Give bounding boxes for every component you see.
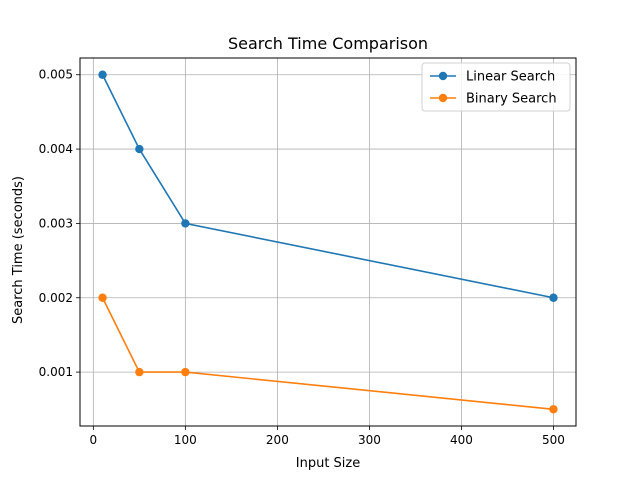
data-point — [549, 293, 558, 302]
data-point — [181, 219, 190, 228]
y-tick-label: 0.005 — [39, 68, 73, 82]
data-point — [181, 367, 190, 377]
x-tick-label: 0 — [90, 433, 98, 447]
y-tick-label: 0.001 — [39, 365, 73, 379]
x-tick-label: 200 — [266, 433, 289, 447]
y-tick-label: 0.004 — [39, 142, 73, 156]
chart-title: Search Time Comparison — [228, 34, 428, 53]
data-point — [135, 144, 144, 154]
data-point — [135, 367, 144, 377]
y-tick-label: 0.002 — [39, 291, 73, 305]
data-point — [98, 70, 107, 79]
legend-marker — [438, 71, 448, 81]
legend-box — [421, 62, 571, 112]
x-tick-label: 100 — [174, 433, 197, 447]
series-layer — [98, 70, 558, 414]
plot-frame — [79, 57, 577, 427]
series-line-1 — [101, 297, 554, 411]
x-tick-label: 500 — [542, 433, 565, 447]
legend-label: Binary Search — [466, 92, 557, 107]
data-point — [549, 405, 558, 414]
x-tick-label: 300 — [358, 433, 381, 447]
legend-label: Linear Search — [466, 70, 555, 85]
series-line-0 — [101, 74, 554, 299]
y-tick-label: 0.003 — [39, 216, 73, 230]
y-axis: 0.001 0.002 0.003 0.004 0.005 — [39, 68, 80, 379]
x-axis-label: Input Size — [296, 456, 360, 471]
data-point — [98, 293, 107, 302]
x-axis: 0 100 200 300 400 500 — [90, 426, 565, 447]
legend: Linear Search Binary Search — [421, 62, 571, 112]
y-axis-label: Search Time (seconds) — [11, 176, 26, 324]
legend-marker — [438, 93, 448, 103]
x-tick-label: 400 — [450, 433, 473, 447]
